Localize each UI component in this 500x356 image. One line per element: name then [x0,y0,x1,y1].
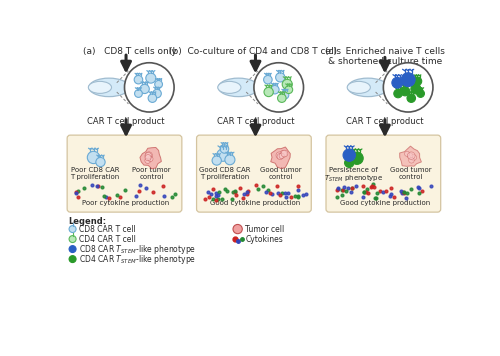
Circle shape [276,73,285,82]
Circle shape [343,149,355,161]
Circle shape [145,155,151,161]
Circle shape [400,87,409,96]
Circle shape [145,158,150,163]
Text: CAR T cell product: CAR T cell product [88,117,165,126]
Circle shape [134,90,142,98]
Text: CD4 CAR T cell: CD4 CAR T cell [79,235,136,244]
Circle shape [410,155,416,161]
Text: CAR T cell product: CAR T cell product [346,117,424,126]
Circle shape [281,150,288,157]
Circle shape [408,152,415,159]
Circle shape [401,73,415,87]
Circle shape [264,87,274,96]
Text: Good CD8 CAR
T proliferation: Good CD8 CAR T proliferation [198,167,250,180]
FancyBboxPatch shape [326,135,440,212]
Text: CD8 CAR T cell: CD8 CAR T cell [79,225,136,234]
Circle shape [154,80,162,88]
Ellipse shape [88,82,112,93]
Circle shape [148,94,156,103]
Circle shape [279,153,284,158]
Circle shape [146,73,156,83]
Circle shape [69,256,76,263]
Text: Poor tumor
control: Poor tumor control [132,167,171,180]
Text: CD8 CAR $T_{STEM}$-like phenotype: CD8 CAR $T_{STEM}$-like phenotype [79,242,196,256]
Circle shape [416,90,424,98]
Circle shape [351,152,363,164]
Circle shape [276,152,283,159]
FancyBboxPatch shape [196,135,312,212]
Ellipse shape [348,78,388,96]
Circle shape [216,149,229,161]
Text: Good tumor
control: Good tumor control [260,167,302,180]
Circle shape [282,79,292,89]
Text: Good cytokine production: Good cytokine production [210,200,300,206]
Circle shape [384,63,433,112]
Polygon shape [270,147,290,169]
Circle shape [404,151,409,156]
Circle shape [145,152,152,159]
Text: Poor cytokine production: Poor cytokine production [82,200,170,206]
Circle shape [69,226,76,232]
Circle shape [134,75,142,84]
Circle shape [411,84,421,94]
Circle shape [146,152,152,159]
Text: CD4 CAR $T_{STEM}$-like phenotype: CD4 CAR $T_{STEM}$-like phenotype [79,253,196,266]
Text: Tumor cell: Tumor cell [246,225,284,234]
Text: Cytokines: Cytokines [246,235,283,244]
Circle shape [233,224,242,234]
Circle shape [278,94,286,103]
Polygon shape [140,147,162,169]
Circle shape [124,63,174,112]
Text: Legend:: Legend: [68,217,107,226]
Text: (b)  Co-culture of CD4 and CD8 T cells: (b) Co-culture of CD4 and CD8 T cells [170,47,342,56]
Text: Good cytokine production: Good cytokine production [340,200,430,206]
Circle shape [69,236,76,242]
Polygon shape [400,146,421,166]
Circle shape [285,86,292,94]
Circle shape [281,91,289,99]
Ellipse shape [89,78,129,96]
Circle shape [407,94,416,103]
Circle shape [270,85,279,94]
Text: (c)   Enriched naive T cells
& shortened culture time: (c) Enriched naive T cells & shortened c… [325,47,445,66]
Circle shape [392,77,402,88]
Circle shape [413,77,422,85]
Text: Good tumor
control: Good tumor control [390,167,432,180]
Circle shape [153,89,162,98]
Circle shape [220,145,228,153]
Ellipse shape [347,82,370,93]
Circle shape [408,158,414,163]
Circle shape [264,75,272,84]
Circle shape [394,89,402,98]
Text: CAR T cell product: CAR T cell product [216,117,294,126]
Circle shape [148,156,153,162]
Circle shape [225,155,235,165]
Circle shape [88,151,100,164]
Text: Persistence of
$T_{STEM}$ phenotype: Persistence of $T_{STEM}$ phenotype [324,167,384,184]
Circle shape [96,157,105,167]
Circle shape [280,150,286,157]
FancyBboxPatch shape [67,135,182,212]
Ellipse shape [218,78,258,96]
Circle shape [212,156,222,165]
Circle shape [140,84,149,94]
Circle shape [407,153,413,158]
Circle shape [69,246,76,252]
Ellipse shape [218,82,241,93]
Text: Poor CD8 CAR
T proliferation: Poor CD8 CAR T proliferation [70,167,120,180]
Text: (a)   CD8 T cells only: (a) CD8 T cells only [83,47,177,56]
Circle shape [254,63,304,112]
Circle shape [277,153,283,159]
Circle shape [344,158,354,167]
